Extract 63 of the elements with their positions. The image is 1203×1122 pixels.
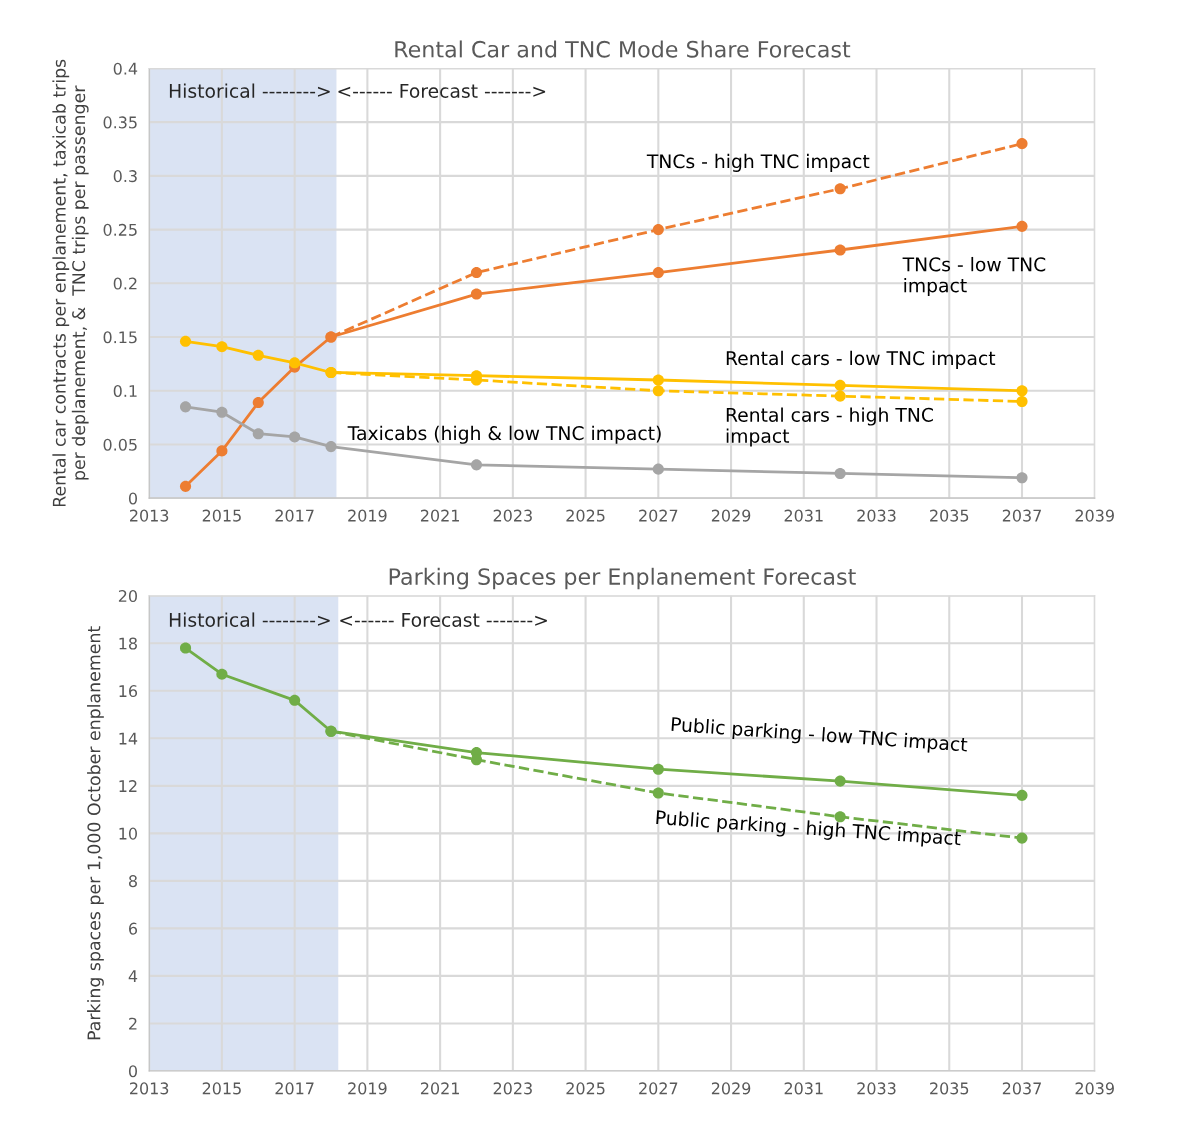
x-tick-label: 2039 — [1075, 1082, 1114, 1095]
x-tick-label: 2025 — [566, 509, 605, 522]
x-tick-label: 2033 — [857, 509, 896, 522]
x-tick-label: 2019 — [348, 509, 387, 522]
x-tick-label: 2035 — [930, 509, 969, 522]
x-tick-label: 2023 — [493, 509, 532, 522]
x-tick-label: 2027 — [639, 1082, 678, 1095]
x-tick-label: 2025 — [566, 1082, 605, 1095]
series-label: Public parking - low TNC impact — [671, 716, 968, 756]
series-label: TNCs - low TNC impact — [902, 256, 1046, 297]
annotation: <------ Forecast -------> — [338, 84, 546, 98]
series-label: TNCs - high TNC impact — [646, 153, 870, 172]
y-tick-label: 8 — [128, 875, 137, 888]
y-tick-label: 0.15 — [103, 331, 137, 344]
x-tick-label: 2031 — [784, 509, 823, 522]
y-tick-label: 10 — [119, 827, 137, 840]
y-tick-label: 0.25 — [103, 223, 137, 236]
x-tick-label: 2035 — [930, 1082, 969, 1095]
y-tick-label: 0.1 — [113, 384, 137, 398]
y-tick-label: 0.2 — [113, 277, 137, 290]
x-tick-label: 2033 — [857, 1082, 896, 1095]
x-tick-label: 2017 — [275, 509, 314, 522]
x-tick-label: 2037 — [1002, 1082, 1041, 1095]
x-tick-label: 2027 — [639, 509, 678, 522]
y-tick-label: 20 — [118, 590, 137, 603]
band-label: Historical --------> — [169, 83, 330, 98]
y-tick-label: 0 — [128, 492, 137, 505]
y-axis-title: Rental car contracts per enplanement, taxicab trips per deplanement, & TNC trips per passenger — [52, 59, 89, 507]
chart-title: Parking Spaces per Enplanement Forecast — [389, 567, 856, 590]
y-tick-label: 0 — [128, 1065, 137, 1078]
series-label: Public parking - high TNC impact — [655, 809, 962, 850]
y-tick-label: 2 — [129, 1017, 137, 1030]
x-tick-label: 2029 — [711, 1082, 751, 1095]
x-tick-label: 2021 — [420, 1082, 459, 1095]
x-tick-label: 2013 — [130, 1082, 169, 1095]
y-tick-label: 14 — [119, 732, 138, 745]
x-tick-label: 2015 — [202, 509, 241, 522]
x-tick-label: 2017 — [275, 1082, 314, 1095]
y-tick-label: 0.3 — [113, 170, 137, 183]
y-axis-title: Parking spaces per 1,000 October enplanement — [87, 626, 104, 1040]
series-label: Taxicabs (high & low TNC impact) — [347, 425, 661, 444]
x-tick-label: 2013 — [130, 509, 169, 522]
x-tick-label: 2015 — [202, 1082, 241, 1095]
series-label: Rental cars - high TNC impact — [726, 407, 933, 447]
y-tick-label: 18 — [119, 637, 137, 650]
x-tick-label: 2039 — [1075, 509, 1114, 522]
series-label: Rental cars - low TNC impact — [726, 350, 996, 369]
band-label: Historical --------> — [169, 612, 330, 627]
x-tick-label: 2023 — [493, 1082, 532, 1095]
y-tick-label: 0.35 — [103, 116, 137, 129]
annotation: <------ Forecast -------> — [340, 612, 547, 627]
y-tick-label: 12 — [119, 780, 137, 792]
y-tick-label: 4 — [128, 970, 138, 982]
y-tick-label: 6 — [129, 922, 138, 935]
x-tick-label: 2019 — [348, 1082, 387, 1095]
chart-title: Rental Car and TNC Mode Share Forecast — [395, 40, 851, 58]
x-tick-label: 2037 — [1002, 509, 1041, 522]
y-tick-label: 0.05 — [103, 438, 137, 451]
y-tick-label: 16 — [119, 685, 138, 698]
x-tick-label: 2021 — [420, 509, 459, 522]
x-tick-label: 2031 — [784, 1082, 823, 1095]
y-tick-label: 0.4 — [113, 62, 138, 75]
x-tick-label: 2029 — [711, 509, 751, 522]
